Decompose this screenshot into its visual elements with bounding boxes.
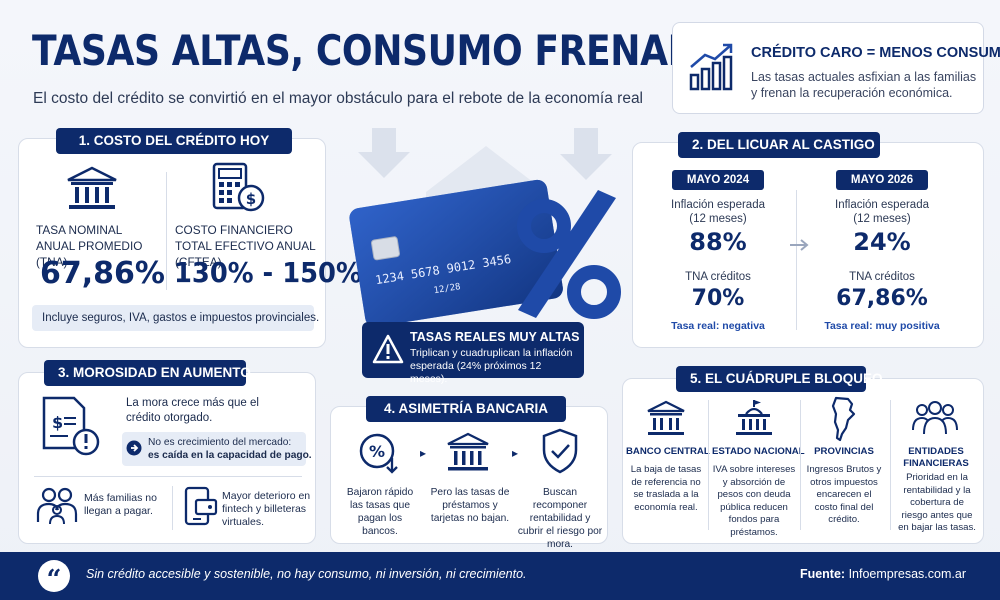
percent-symbol xyxy=(517,190,621,319)
percent-down-icon: % xyxy=(359,433,398,474)
people-group-icon xyxy=(912,401,958,435)
section5-title: 5. EL CUÁDRUPLE BLOQUEO xyxy=(676,366,883,392)
chevron-right-icon: ▸ xyxy=(512,446,519,460)
bloqueo-head-provincias: PROVINCIAS xyxy=(814,446,874,457)
section2-divider xyxy=(796,190,797,330)
morosidad-note-line2: es caída en la capacidad de pago. xyxy=(148,450,312,461)
calculator-icon: $ xyxy=(212,162,265,212)
central-bank-icon xyxy=(647,400,685,435)
bloqueo-head-entidades-text: ENTIDADES FINANCIERAS xyxy=(903,446,969,469)
section5-divider-1 xyxy=(708,400,709,530)
asimetria-item-3: Buscan recomponer rentabilidad y cubrir … xyxy=(517,487,603,550)
period-2026-inflation-value: 24% xyxy=(853,228,911,256)
bank-icon xyxy=(67,166,117,209)
fintech-text: Mayor deterioro en fintech y billeteras … xyxy=(222,490,311,528)
morosidad-note-line1: No es crecimiento del mercado: xyxy=(148,437,292,448)
page-subtitle: El costo del crédito se convirtió en el … xyxy=(33,90,644,107)
quote-icon: “ xyxy=(38,560,70,595)
asimetria-item-2: Pero las tasas de préstamos y tarjetas n… xyxy=(430,487,510,524)
section3-hdivider xyxy=(34,476,302,477)
period-2024-inflation-value: 88% xyxy=(689,228,747,256)
period-2026-real-rate: Tasa real: muy positiva xyxy=(824,320,940,332)
mobile-wallet-icon xyxy=(184,486,218,526)
bloqueo-text-entidades: Prioridad en la rentabilidad y la cobert… xyxy=(898,472,976,533)
cftea-label: COSTO FINANCIERO TOTAL EFECTIVO ANUAL (C… xyxy=(175,223,316,269)
section1-title: 1. COSTO DEL CRÉDITO HOY xyxy=(56,128,292,154)
period-2026-tna-label: TNA créditos xyxy=(849,271,915,283)
families-text: Más familias no llegan a pagar. xyxy=(84,492,157,517)
period-2026-tna-value: 67,86% xyxy=(836,286,928,311)
bloqueo-text-banco-central: La baja de tasas de referencia no se tra… xyxy=(630,464,702,513)
shield-check-icon xyxy=(542,428,578,474)
svg-text:%: % xyxy=(369,442,385,461)
bank-icon xyxy=(447,432,489,471)
asimetria-item-1: Bajaron rápido las tasas que pagan los b… xyxy=(346,487,414,537)
morosidad-note-box: No es crecimiento del mercado: es caída … xyxy=(122,432,312,466)
credit-card-illustration: 1234 5678 9012 3456 12/28 xyxy=(349,128,621,324)
growth-chart-icon xyxy=(689,43,733,91)
bloqueo-text-provincias: Ingresos Brutos y otros impuestos encare… xyxy=(806,464,882,525)
arrow-circle-icon xyxy=(126,440,142,456)
alert-real-rates: TASAS REALES MUY ALTAS Triplican y cuadr… xyxy=(362,322,584,385)
period-2026-label: MAYO 2026 xyxy=(836,170,928,190)
footer-source-label: Fuente: xyxy=(799,567,846,581)
period-2024-tna-value: 70% xyxy=(691,286,745,311)
section3-title: 3. MOROSIDAD EN AUMENTO xyxy=(44,360,251,386)
warning-icon xyxy=(372,334,404,364)
argentina-map-icon xyxy=(831,396,856,442)
period-2024-inflation-label: Inflación esperada xyxy=(671,199,765,211)
svg-text:$: $ xyxy=(52,413,63,432)
arrow-right-icon xyxy=(790,239,809,251)
section2-title: 2. DEL LICUAR AL CASTIGO xyxy=(678,132,880,158)
svg-text:$: $ xyxy=(246,190,256,208)
section5-divider-3 xyxy=(890,400,891,530)
period-2024-real-rate: Tasa real: negativa xyxy=(671,320,765,332)
section4-title: 4. ASIMETRÍA BANCARIA xyxy=(366,396,566,422)
bloqueo-head-estado-nacional: ESTADO NACIONAL xyxy=(712,446,805,457)
callout-text: Las tasas actuales asfixian a las famili… xyxy=(751,70,977,100)
card-expiry-text: 12/28 xyxy=(433,282,461,296)
family-icon xyxy=(36,487,78,525)
section1-note: Incluye seguros, IVA, gastos e impuestos… xyxy=(32,305,319,331)
government-building-icon xyxy=(736,400,772,435)
period-2026-inflation-label: Inflación esperada xyxy=(835,199,929,211)
bloqueo-head-entidades: ENTIDADES FINANCIERAS xyxy=(896,446,976,470)
period-2024-tna-label: TNA créditos xyxy=(685,271,751,283)
bloqueo-head-banco-central: BANCO CENTRAL xyxy=(626,446,710,457)
page-title: TASAS ALTAS, CONSUMO FRENADO xyxy=(32,26,728,75)
section-asimetria xyxy=(330,406,608,544)
callout-title: CRÉDITO CARO = MENOS CONSUMO xyxy=(751,45,1000,61)
footer-quote: Sin crédito accesible y sostenible, no h… xyxy=(86,567,527,581)
morosidad-headline: La mora crece más que el crédito otorgad… xyxy=(126,397,259,424)
chevron-right-icon: ▸ xyxy=(420,446,427,460)
footer-source: Fuente: Infoempresas.com.ar xyxy=(800,567,966,581)
bloqueo-text-estado-nacional: IVA sobre intereses y absorción de pesos… xyxy=(712,464,796,538)
tna-label: TASA NOMINAL ANUAL PROMEDIO (TNA) xyxy=(36,223,143,269)
period-2026-inflation-sub: (12 meses) xyxy=(853,213,911,225)
footer-bar: “ Sin crédito accesible y sostenible, no… xyxy=(0,552,1000,600)
footer-source-name: Infoempresas.com.ar xyxy=(848,567,966,581)
alert-title: TASAS REALES MUY ALTAS xyxy=(410,330,580,344)
tna-value: 67,86% xyxy=(40,256,165,291)
section1-divider xyxy=(166,172,167,290)
period-2024-label: MAYO 2024 xyxy=(672,170,764,190)
cftea-value: 130% - 150% xyxy=(174,256,362,289)
overdue-document-icon: $ xyxy=(42,396,100,456)
callout-box: CRÉDITO CARO = MENOS CONSUMO Las tasas a… xyxy=(672,22,1000,114)
alert-text: Triplican y cuadruplican la inflación es… xyxy=(410,347,573,385)
period-2024-inflation-sub: (12 meses) xyxy=(689,213,747,225)
section3-vdivider xyxy=(172,486,173,530)
section5-divider-2 xyxy=(800,400,801,530)
